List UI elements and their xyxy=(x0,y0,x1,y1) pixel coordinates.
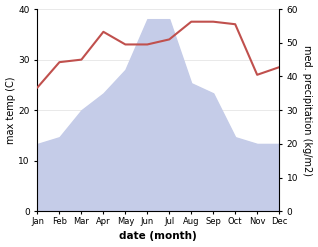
Y-axis label: med. precipitation (kg/m2): med. precipitation (kg/m2) xyxy=(302,45,313,176)
X-axis label: date (month): date (month) xyxy=(120,231,197,242)
Y-axis label: max temp (C): max temp (C) xyxy=(5,76,16,144)
